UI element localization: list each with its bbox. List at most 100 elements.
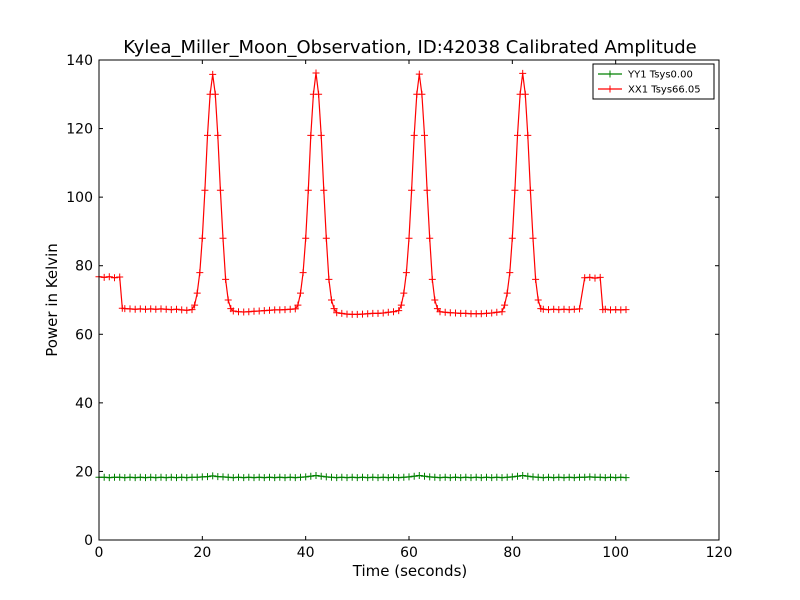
y-tick-label: 140 bbox=[66, 53, 93, 69]
data-point bbox=[320, 186, 328, 194]
data-point bbox=[488, 309, 496, 317]
data-point bbox=[299, 269, 307, 277]
data-point bbox=[501, 301, 509, 309]
legend-entry: XX1 Tsys66.05 bbox=[598, 85, 701, 96]
data-point bbox=[229, 307, 237, 315]
y-tick-label: 60 bbox=[75, 327, 93, 343]
data-point bbox=[214, 131, 222, 139]
data-point bbox=[405, 234, 413, 242]
data-point bbox=[297, 289, 304, 297]
data-point bbox=[514, 472, 521, 480]
data-point bbox=[421, 472, 428, 480]
data-point bbox=[511, 186, 519, 194]
data-point bbox=[291, 305, 299, 313]
data-point bbox=[498, 308, 506, 316]
plot-frame bbox=[98, 59, 720, 541]
x-tick-label: 100 bbox=[602, 545, 629, 561]
data-point bbox=[317, 472, 325, 480]
data-point bbox=[188, 306, 196, 314]
data-point bbox=[397, 301, 405, 309]
x-tick-label: 80 bbox=[503, 545, 521, 561]
data-point bbox=[315, 90, 323, 98]
y-tick-label: 20 bbox=[75, 464, 93, 480]
data-point bbox=[330, 305, 338, 313]
data-point bbox=[519, 472, 527, 479]
x-tick-label: 20 bbox=[193, 545, 211, 561]
data-point bbox=[576, 305, 583, 313]
data-point bbox=[307, 131, 315, 139]
data-point bbox=[338, 309, 346, 317]
plot-area bbox=[95, 69, 630, 482]
data-point bbox=[418, 90, 426, 98]
data-point bbox=[312, 69, 320, 77]
data-point bbox=[586, 273, 594, 281]
data-point bbox=[514, 131, 521, 139]
data-point bbox=[521, 90, 529, 98]
data-point bbox=[410, 131, 418, 139]
data-point bbox=[408, 186, 416, 194]
x-axis-label: Time (seconds) bbox=[352, 562, 468, 580]
data-point bbox=[173, 305, 180, 313]
data-point bbox=[402, 269, 410, 277]
data-point bbox=[196, 269, 204, 277]
data-point bbox=[209, 70, 217, 78]
data-point bbox=[400, 289, 408, 297]
axes: 0 20 40 60 80 100 120 0 20 40 60 80 100 120 140 bbox=[66, 53, 732, 561]
data-point bbox=[526, 186, 534, 194]
data-point bbox=[224, 296, 232, 304]
legend-label: XX1 Tsys66.05 bbox=[628, 85, 701, 96]
data-point bbox=[198, 234, 206, 242]
data-point bbox=[503, 289, 511, 297]
data-point bbox=[508, 473, 516, 481]
data-point bbox=[204, 131, 211, 139]
data-point bbox=[312, 472, 320, 479]
data-point bbox=[493, 308, 501, 316]
data-point bbox=[333, 309, 341, 317]
data-point bbox=[529, 234, 537, 242]
data-point bbox=[302, 473, 310, 481]
y-tick-label: 120 bbox=[66, 122, 93, 138]
y-axis-label: Power in Kelvin bbox=[43, 243, 61, 357]
data-point bbox=[183, 306, 191, 314]
data-point bbox=[384, 308, 392, 316]
y-tick-label: 40 bbox=[75, 396, 93, 412]
data-point bbox=[431, 296, 439, 304]
data-point bbox=[423, 186, 431, 194]
data-point bbox=[211, 90, 219, 98]
data-point bbox=[436, 308, 444, 316]
data-point bbox=[524, 131, 532, 139]
y-tick-label: 100 bbox=[66, 190, 93, 206]
legend-entry: YY1 Tsys0.00 bbox=[598, 70, 693, 81]
data-point bbox=[532, 275, 540, 283]
data-point bbox=[508, 234, 516, 242]
data-point bbox=[524, 472, 532, 480]
data-point bbox=[302, 234, 310, 242]
data-point bbox=[201, 186, 209, 194]
data-point bbox=[410, 472, 418, 480]
legend-label: YY1 Tsys0.00 bbox=[627, 70, 693, 81]
data-point bbox=[222, 275, 230, 283]
data-point bbox=[395, 307, 403, 315]
data-point bbox=[116, 273, 124, 281]
series-0 bbox=[95, 472, 630, 482]
data-point bbox=[325, 275, 333, 283]
data-point bbox=[622, 306, 630, 314]
data-point bbox=[100, 273, 108, 281]
data-point bbox=[390, 308, 397, 316]
legend-marker bbox=[606, 85, 614, 93]
data-point bbox=[421, 131, 428, 139]
data-point bbox=[216, 186, 224, 194]
x-tick-label: 60 bbox=[400, 545, 418, 561]
data-point bbox=[105, 273, 113, 281]
data-point bbox=[415, 70, 423, 78]
data-point bbox=[204, 473, 211, 481]
data-point bbox=[405, 473, 413, 481]
data-point bbox=[219, 234, 227, 242]
data-point bbox=[304, 186, 312, 194]
data-point bbox=[426, 234, 434, 242]
data-point bbox=[328, 296, 335, 304]
data-point bbox=[596, 273, 604, 281]
data-point bbox=[534, 296, 542, 304]
data-point bbox=[294, 301, 302, 309]
